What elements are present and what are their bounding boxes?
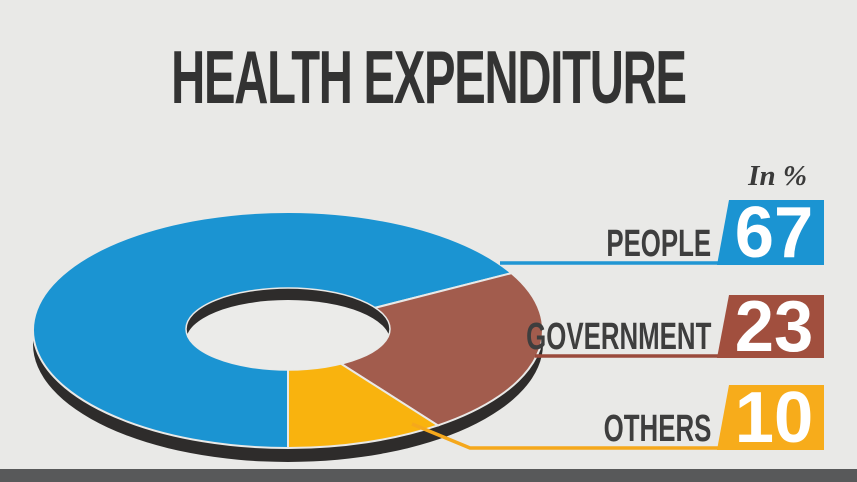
donut-hole xyxy=(186,300,390,370)
legend-value: 23 xyxy=(735,286,814,367)
legend-value-badge: 10 xyxy=(717,385,824,450)
legend-label: OTHERS xyxy=(603,408,711,450)
legend-value: 67 xyxy=(735,192,814,273)
legend-value-badge: 67 xyxy=(717,200,824,265)
legend-value-badge: 23 xyxy=(717,295,824,358)
leader-line-others xyxy=(411,422,824,450)
page-title: HEALTH EXPENDITURE xyxy=(171,35,687,119)
unit-label: In % xyxy=(748,160,807,192)
legend-item-government: GOVERNMENT 23 xyxy=(324,295,824,358)
legend-item-others: OTHERS 10 xyxy=(324,385,824,450)
legend-item-people: PEOPLE 67 xyxy=(324,200,824,265)
legend-label: PEOPLE xyxy=(606,223,711,265)
legend-value: 10 xyxy=(735,377,814,458)
legend-label: GOVERNMENT xyxy=(525,316,711,358)
bottom-bar xyxy=(0,469,857,482)
